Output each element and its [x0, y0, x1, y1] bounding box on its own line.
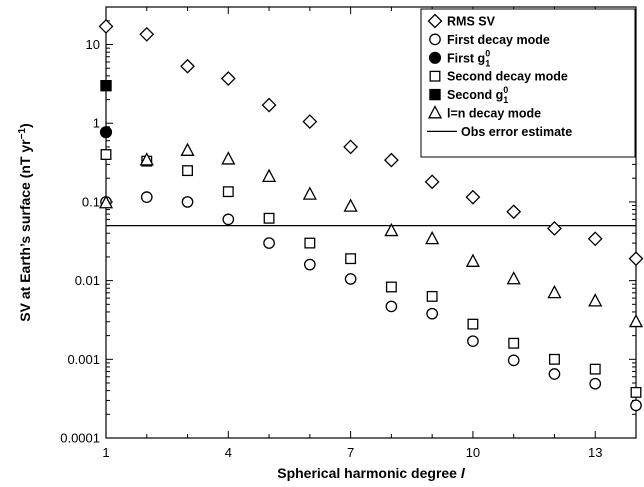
legend-marker [429, 70, 441, 82]
data-point [384, 222, 399, 237]
data-point [385, 281, 397, 293]
y-tick-label: 10 [86, 37, 100, 52]
data-point [589, 377, 602, 390]
data-point [548, 368, 561, 380]
data-point [589, 363, 601, 375]
legend-marker [428, 51, 442, 64]
data-point [220, 71, 236, 86]
data-point [507, 354, 520, 367]
data-point [261, 168, 277, 183]
x-tick-label: 13 [588, 445, 602, 460]
data-point [222, 213, 235, 226]
data-point [587, 231, 603, 247]
legend-label: l=n decay mode [447, 107, 541, 121]
data-point [139, 26, 155, 42]
legend-marker [427, 13, 443, 29]
data-point [263, 212, 275, 224]
series-layer [98, 18, 644, 412]
data-point [263, 237, 275, 249]
data-point [426, 290, 438, 302]
data-point [425, 230, 440, 245]
data-point [506, 271, 521, 285]
y-tick-label: 0.01 [75, 273, 100, 288]
data-point [628, 251, 644, 267]
data-point [508, 337, 520, 349]
axis-titles: Spherical harmonic degree l SV at Earth’… [17, 123, 466, 481]
legend-label: Second g10 [447, 85, 508, 105]
series-4 [100, 79, 112, 92]
data-point [99, 126, 113, 139]
data-point [383, 152, 399, 168]
legend-marker [427, 105, 443, 119]
data-point [180, 58, 195, 74]
y-tick-label: 0.001 [67, 352, 100, 367]
x-tick-label: 1 [102, 445, 109, 460]
data-point [506, 204, 522, 220]
legend-label: RMS SV [447, 15, 496, 29]
data-point [180, 142, 195, 156]
series-3 [100, 149, 642, 398]
data-point [549, 353, 560, 365]
y-tick-label: 0.1 [82, 194, 100, 209]
series-5 [98, 142, 644, 328]
data-point [467, 318, 479, 330]
data-point [222, 186, 234, 198]
data-point [221, 151, 236, 165]
data-point [630, 399, 642, 412]
data-point [98, 195, 114, 209]
data-point [465, 253, 481, 267]
data-point [344, 273, 357, 285]
data-point [100, 149, 112, 161]
data-point [424, 174, 440, 190]
series-1 [100, 191, 642, 412]
plot-area: 1 4 7 10 13 0.0001 0.001 0.01 0.1 1 10 [60, 6, 637, 460]
data-point [139, 152, 154, 166]
data-point [304, 237, 316, 249]
data-point [181, 196, 194, 208]
legend-box [420, 8, 636, 158]
data-point [182, 165, 193, 177]
data-point [343, 198, 358, 212]
data-point [385, 300, 398, 313]
legend-label: First g10 [447, 48, 490, 68]
data-point [467, 335, 479, 348]
data-point [303, 258, 316, 271]
x-tick-label: 4 [225, 445, 232, 460]
legend-marker [429, 88, 441, 101]
plot-frame [105, 6, 637, 439]
data-point [547, 284, 562, 299]
data-point [588, 293, 603, 307]
data-point [100, 79, 112, 92]
data-point [345, 253, 357, 265]
data-point [628, 313, 644, 328]
data-point [547, 221, 562, 236]
x-axis-title: Spherical harmonic degree l [277, 465, 466, 481]
x-tick-label: 7 [347, 445, 354, 460]
legend-label: Obs error estimate [461, 125, 572, 139]
data-point [426, 307, 439, 320]
data-point [98, 18, 114, 34]
series-0 [98, 18, 644, 267]
data-point [140, 191, 153, 204]
data-point [261, 97, 277, 113]
data-point [630, 386, 642, 398]
data-point [465, 189, 481, 205]
data-point [343, 139, 359, 155]
data-point [302, 114, 318, 129]
y-tick-label: 0.0001 [60, 431, 100, 446]
legend-label: First decay mode [447, 33, 550, 47]
data-point [302, 186, 317, 200]
y-tick-label: 1 [93, 116, 100, 131]
legend-marker [429, 33, 441, 46]
x-tick-label: 10 [466, 445, 480, 460]
legend-label: Second decay mode [447, 70, 568, 84]
y-axis-title: SV at Earth’s surface (nT yr−1) [17, 123, 34, 321]
series-2 [99, 126, 113, 139]
